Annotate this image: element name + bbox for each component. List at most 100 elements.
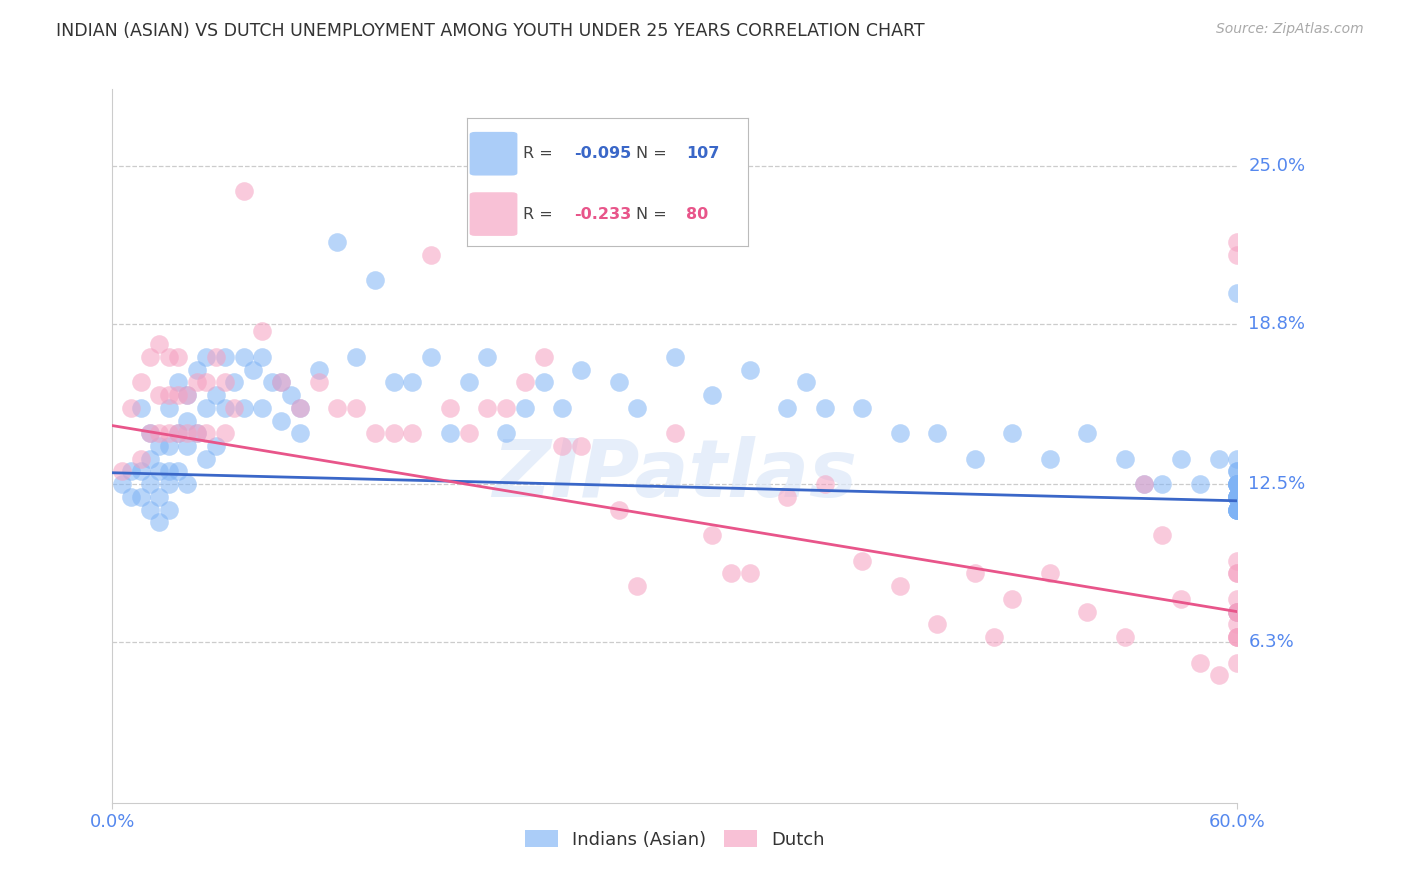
Point	[1226, 630, 1249, 644]
Point	[1226, 554, 1249, 568]
Point	[204, 439, 226, 453]
Point	[1226, 490, 1249, 504]
Point	[664, 350, 686, 364]
Point	[111, 465, 134, 479]
Point	[214, 350, 236, 364]
Point	[1152, 477, 1174, 491]
Point	[1001, 426, 1024, 441]
Point	[176, 439, 198, 453]
Point	[1226, 502, 1249, 516]
Point	[129, 401, 152, 415]
Point	[1226, 477, 1249, 491]
Point	[420, 350, 443, 364]
Text: ZIPatlas: ZIPatlas	[492, 435, 858, 514]
Point	[1226, 566, 1249, 581]
Point	[1226, 566, 1249, 581]
Point	[148, 516, 170, 530]
Point	[224, 401, 246, 415]
Point	[1132, 477, 1154, 491]
Point	[1226, 477, 1249, 491]
Point	[1076, 605, 1098, 619]
Point	[120, 465, 142, 479]
Point	[1076, 426, 1098, 441]
Text: INDIAN (ASIAN) VS DUTCH UNEMPLOYMENT AMONG YOUTH UNDER 25 YEARS CORRELATION CHAR: INDIAN (ASIAN) VS DUTCH UNEMPLOYMENT AMO…	[56, 22, 925, 40]
Point	[139, 502, 162, 516]
Point	[963, 451, 986, 466]
Point	[1001, 591, 1024, 606]
Point	[148, 490, 170, 504]
Point	[270, 376, 292, 390]
Point	[204, 350, 226, 364]
Point	[1114, 451, 1136, 466]
Point	[495, 401, 517, 415]
Point	[664, 426, 686, 441]
Point	[1208, 451, 1230, 466]
Point	[1226, 617, 1249, 632]
Point	[927, 426, 949, 441]
Point	[1226, 465, 1249, 479]
Point	[1226, 451, 1249, 466]
Point	[148, 465, 170, 479]
Point	[626, 401, 648, 415]
Point	[195, 376, 218, 390]
Point	[176, 426, 198, 441]
Point	[157, 350, 180, 364]
Point	[232, 401, 254, 415]
Point	[495, 426, 517, 441]
Point	[167, 426, 190, 441]
Point	[401, 426, 423, 441]
Point	[157, 388, 180, 402]
Point	[195, 350, 218, 364]
Point	[1208, 668, 1230, 682]
Point	[167, 388, 190, 402]
Point	[204, 388, 226, 402]
Point	[1226, 502, 1249, 516]
Point	[1226, 502, 1249, 516]
Point	[1226, 605, 1249, 619]
Point	[457, 426, 479, 441]
Point	[157, 502, 180, 516]
Point	[439, 401, 461, 415]
Point	[1226, 630, 1249, 644]
Point	[382, 426, 405, 441]
Text: 25.0%: 25.0%	[1249, 157, 1306, 175]
Text: 18.8%: 18.8%	[1249, 315, 1305, 333]
Point	[120, 401, 142, 415]
Point	[157, 426, 180, 441]
Point	[148, 426, 170, 441]
Point	[242, 362, 264, 376]
Point	[326, 401, 349, 415]
Point	[167, 426, 190, 441]
Point	[1188, 656, 1211, 670]
Point	[533, 350, 555, 364]
Point	[1188, 477, 1211, 491]
Point	[738, 362, 761, 376]
Point	[1039, 451, 1062, 466]
Point	[157, 401, 180, 415]
Legend: Indians (Asian), Dutch: Indians (Asian), Dutch	[516, 822, 834, 858]
Point	[439, 426, 461, 441]
Point	[569, 439, 592, 453]
Point	[186, 362, 208, 376]
Point	[252, 350, 274, 364]
Text: 12.5%: 12.5%	[1249, 475, 1306, 493]
Point	[851, 554, 873, 568]
Point	[776, 490, 799, 504]
Point	[270, 376, 292, 390]
Point	[513, 376, 536, 390]
Point	[157, 439, 180, 453]
Point	[1226, 490, 1249, 504]
Point	[270, 413, 292, 427]
Point	[477, 401, 499, 415]
Point	[139, 350, 162, 364]
Text: 6.3%: 6.3%	[1249, 633, 1294, 651]
Point	[129, 465, 152, 479]
Point	[1152, 528, 1174, 542]
Point	[927, 617, 949, 632]
Point	[252, 401, 274, 415]
Point	[626, 579, 648, 593]
Point	[288, 401, 311, 415]
Point	[186, 426, 208, 441]
Point	[1039, 566, 1062, 581]
Point	[167, 376, 190, 390]
